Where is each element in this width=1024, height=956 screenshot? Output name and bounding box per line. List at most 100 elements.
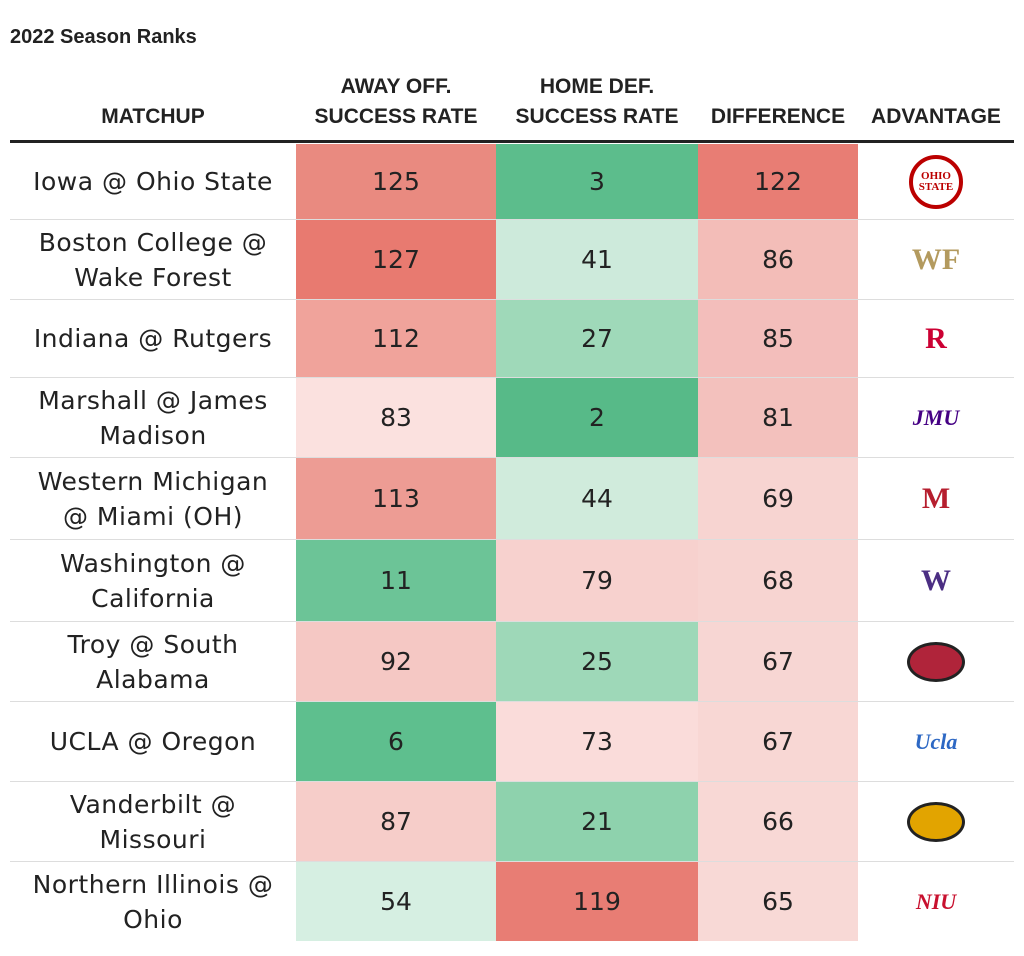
matchup-line: UCLA @ Oregon bbox=[49, 727, 257, 756]
column-header: DIFFERENCE bbox=[698, 60, 858, 132]
matchup-line: Indiana @ Rutgers bbox=[33, 324, 273, 353]
matchup-line: Washington @ bbox=[60, 548, 246, 578]
matchup-cell: Northern Illinois @ Ohio bbox=[10, 862, 296, 941]
logo-text: NIU bbox=[915, 888, 957, 914]
matchup-line: Troy @ South bbox=[67, 629, 239, 659]
logo-text: R bbox=[925, 321, 947, 355]
team-logo: WF bbox=[858, 220, 1014, 299]
rank-cell: 21 bbox=[496, 782, 698, 861]
matchup-line: Boston College @ bbox=[38, 227, 268, 257]
rank-cell: 85 bbox=[698, 300, 858, 377]
logo-text: JMU bbox=[912, 404, 960, 430]
row-rule bbox=[10, 539, 1014, 540]
column-header: HOME DEF. SUCCESS RATE bbox=[496, 60, 698, 132]
row-rule bbox=[10, 861, 1014, 862]
matchup-line: Vanderbilt @ bbox=[69, 789, 237, 819]
rank-cell: 113 bbox=[296, 458, 496, 539]
column-header: ADVANTAGE bbox=[858, 60, 1014, 132]
header-line: DIFFERENCE bbox=[710, 105, 846, 128]
rank-cell: 73 bbox=[496, 702, 698, 781]
rank-cell: 66 bbox=[698, 782, 858, 861]
rank-cell: 87 bbox=[296, 782, 496, 861]
table-title: 2022 Season Ranks bbox=[10, 26, 197, 48]
rank-cell: 83 bbox=[296, 378, 496, 457]
rank-cell: 67 bbox=[698, 622, 858, 701]
rank-cell: 127 bbox=[296, 220, 496, 299]
column-header: AWAY OFF. SUCCESS RATE bbox=[296, 60, 496, 132]
row-rule bbox=[10, 621, 1014, 622]
rank-cell: 3 bbox=[496, 144, 698, 219]
logo-shape bbox=[907, 641, 965, 682]
matchup-line: Northern Illinois @ bbox=[32, 869, 274, 899]
header-line: AWAY OFF. bbox=[340, 75, 452, 98]
rank-cell: 92 bbox=[296, 622, 496, 701]
logo-text: OHIO STATE bbox=[909, 154, 963, 209]
row-rule bbox=[10, 219, 1014, 220]
matchup-cell: Iowa @ Ohio State bbox=[10, 144, 296, 219]
matchup-cell: Troy @ South Alabama bbox=[10, 622, 296, 701]
rank-cell: 69 bbox=[698, 458, 858, 539]
rank-cell: 2 bbox=[496, 378, 698, 457]
team-logo: OHIO STATE bbox=[858, 144, 1014, 219]
rank-cell: 79 bbox=[496, 540, 698, 621]
team-logo: W bbox=[858, 540, 1014, 621]
rank-cell: 6 bbox=[296, 702, 496, 781]
rank-cell: 67 bbox=[698, 702, 858, 781]
team-logo: JMU bbox=[858, 378, 1014, 457]
matchup-line: Madison bbox=[99, 420, 207, 450]
rank-cell: 54 bbox=[296, 862, 496, 941]
rank-cell: 44 bbox=[496, 458, 698, 539]
logo-text: M bbox=[921, 481, 951, 515]
rank-cell: 27 bbox=[496, 300, 698, 377]
logo-text: Ucla bbox=[914, 728, 958, 754]
header-rule bbox=[10, 140, 1014, 143]
matchup-line: Alabama bbox=[96, 664, 210, 694]
row-rule bbox=[10, 299, 1014, 300]
logo-shape bbox=[907, 801, 965, 842]
header-line: SUCCESS RATE bbox=[515, 105, 679, 128]
row-rule bbox=[10, 457, 1014, 458]
logo-text: W bbox=[921, 563, 951, 597]
header-line: HOME DEF. bbox=[539, 75, 655, 98]
matchup-line: California bbox=[91, 583, 215, 613]
matchup-line: Western Michigan bbox=[37, 466, 269, 496]
rank-cell: 81 bbox=[698, 378, 858, 457]
header-line: ADVANTAGE bbox=[871, 105, 1001, 128]
rank-cell: 65 bbox=[698, 862, 858, 941]
rank-cell: 41 bbox=[496, 220, 698, 299]
team-logo: Ucla bbox=[858, 702, 1014, 781]
matchup-cell: Indiana @ Rutgers bbox=[10, 300, 296, 377]
matchup-line: Marshall @ James bbox=[38, 385, 268, 415]
rank-cell: 86 bbox=[698, 220, 858, 299]
rank-cell: 11 bbox=[296, 540, 496, 621]
column-header: MATCHUP bbox=[10, 60, 296, 132]
matchup-cell: Western Michigan @ Miami (OH) bbox=[10, 458, 296, 539]
header-line: MATCHUP bbox=[101, 105, 205, 128]
matchup-cell: Boston College @ Wake Forest bbox=[10, 220, 296, 299]
row-rule bbox=[10, 701, 1014, 702]
logo-text: WF bbox=[911, 242, 961, 276]
matchup-line: Iowa @ Ohio State bbox=[33, 167, 273, 196]
matchup-cell: Washington @ California bbox=[10, 540, 296, 621]
row-rule bbox=[10, 377, 1014, 378]
matchup-line: @ Miami (OH) bbox=[62, 501, 243, 531]
team-logo: M bbox=[858, 458, 1014, 539]
rank-cell: 25 bbox=[496, 622, 698, 701]
rank-cell: 119 bbox=[496, 862, 698, 941]
rank-cell: 122 bbox=[698, 144, 858, 219]
rank-cell: 125 bbox=[296, 144, 496, 219]
matchup-line: Missouri bbox=[99, 824, 207, 854]
matchup-cell: Vanderbilt @ Missouri bbox=[10, 782, 296, 861]
matchup-cell: Marshall @ James Madison bbox=[10, 378, 296, 457]
team-logo bbox=[858, 782, 1014, 861]
team-logo bbox=[858, 622, 1014, 701]
matchup-line: Ohio bbox=[123, 904, 183, 934]
matchup-cell: UCLA @ Oregon bbox=[10, 702, 296, 781]
matchup-line: Wake Forest bbox=[74, 262, 232, 292]
rank-cell: 68 bbox=[698, 540, 858, 621]
rank-cell: 112 bbox=[296, 300, 496, 377]
team-logo: R bbox=[858, 300, 1014, 377]
team-logo: NIU bbox=[858, 862, 1014, 941]
row-rule bbox=[10, 781, 1014, 782]
